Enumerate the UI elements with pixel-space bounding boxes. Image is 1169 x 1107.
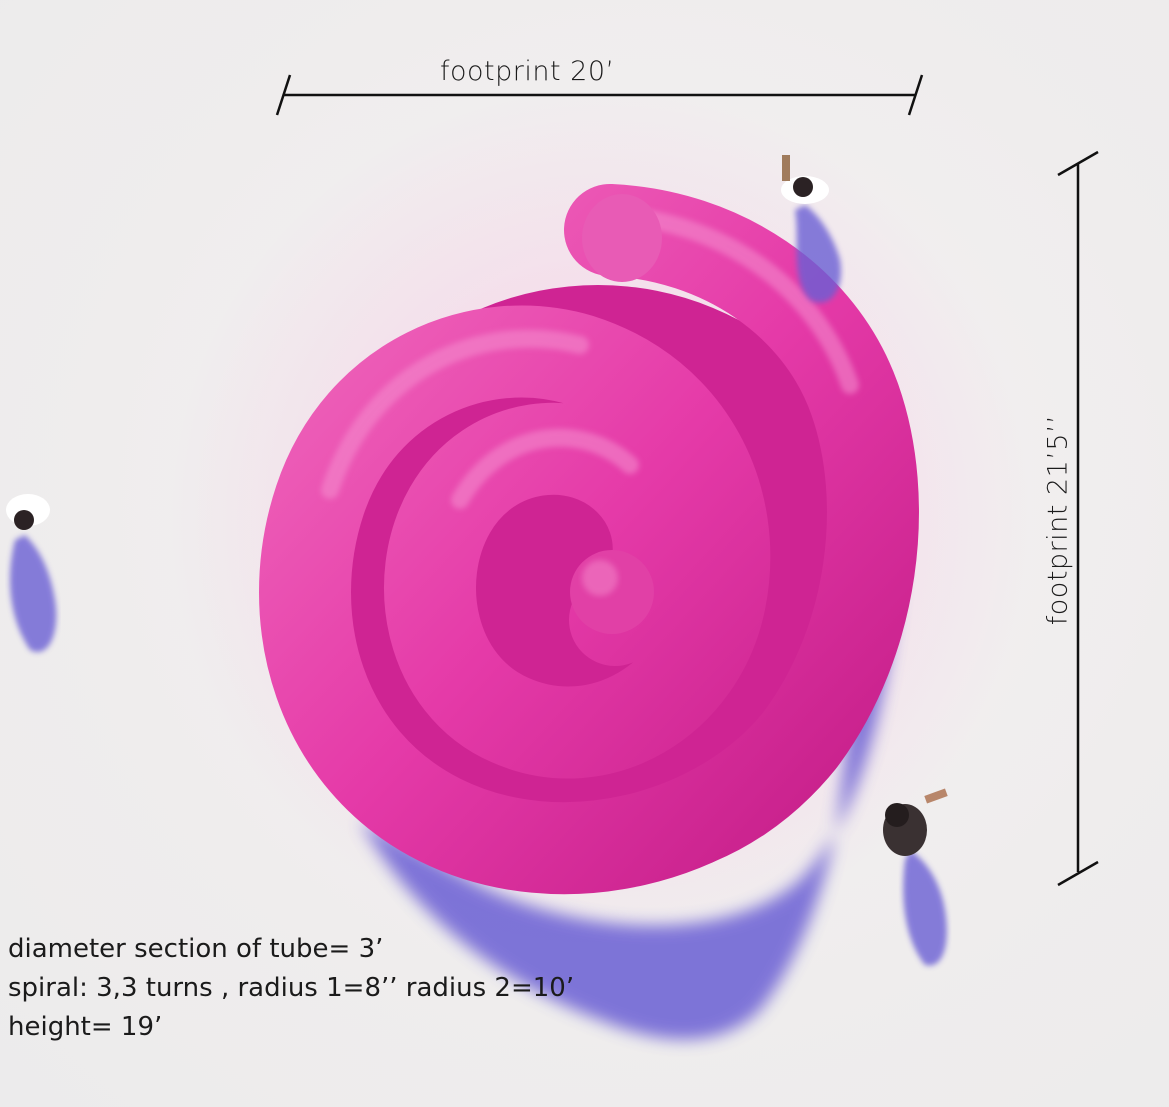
- spec-tube-diameter: diameter section of tube= 3’: [8, 934, 384, 964]
- dimension-line-height: [1057, 150, 1099, 887]
- spiral-tube-body: [259, 184, 919, 895]
- spec-notes: diameter section of tube= 3’ spiral: 3,3…: [8, 930, 574, 1047]
- spec-height: height= 19’: [8, 1012, 163, 1042]
- footprint-width-label: footprint 20’: [440, 56, 615, 87]
- spiral-center-highlight: [582, 560, 618, 596]
- person-left: [6, 494, 57, 652]
- person-bottom-right: [883, 788, 948, 966]
- spiral-center-ball: [570, 550, 654, 634]
- dimension-line-width: [275, 74, 924, 116]
- sculpture-shadow: [360, 560, 900, 1040]
- spec-spiral: spiral: 3,3 turns , radius 1=8’’ radius …: [8, 973, 575, 1003]
- person-top-right: [781, 155, 841, 303]
- footprint-height-label: footprint 21’5’’: [1042, 414, 1074, 626]
- tube-end-cap: [582, 194, 662, 282]
